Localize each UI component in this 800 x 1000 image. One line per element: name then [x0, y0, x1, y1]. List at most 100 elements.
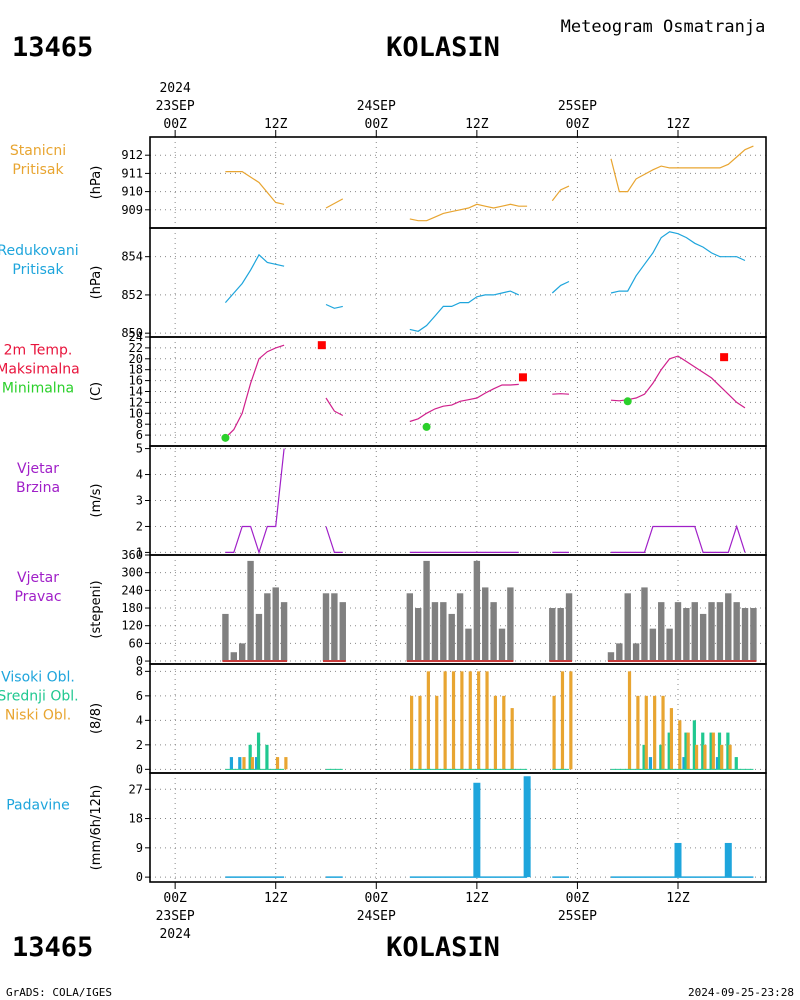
y-tick-label: 8 — [136, 417, 143, 431]
y-tick-label: 18 — [129, 363, 143, 377]
cloud-bar — [720, 744, 724, 770]
y-tick-label: 2 — [136, 738, 143, 752]
panel-label-line: Vjetar — [17, 461, 59, 477]
time-label-bottom: 00Z — [365, 891, 389, 906]
cloud-bar — [477, 671, 481, 770]
y-tick-label: 4 — [136, 713, 143, 727]
series-line — [325, 198, 344, 209]
panel-label-line: Srednji Obl. — [0, 689, 79, 705]
cloud-bar — [451, 671, 456, 770]
time-label-top: 00Z — [566, 117, 590, 132]
series-line — [551, 185, 570, 202]
wind-direction-bar — [272, 587, 279, 662]
wind-direction-bar — [423, 560, 430, 662]
time-label-top: 12Z — [264, 117, 288, 132]
wind-direction-bar — [222, 613, 229, 662]
y-tick-label: 5 — [136, 442, 143, 456]
date-label-bottom: 24SEP — [357, 909, 396, 924]
y-tick-label: 120 — [121, 619, 143, 633]
cloud-bar — [648, 757, 653, 770]
series-line — [610, 231, 746, 294]
panel-label-line: 2m Temp. — [4, 343, 73, 359]
y-axis-unit: (8/8) — [89, 703, 104, 734]
wind-direction-bar — [683, 608, 690, 662]
cloud-bar — [485, 671, 489, 770]
y-tick-label: 60 — [129, 636, 143, 650]
year-label-bottom: 2024 — [159, 927, 190, 942]
wind-direction-bar — [280, 602, 288, 662]
wind-direction-bar — [699, 613, 707, 662]
wind-direction-bar — [549, 608, 556, 662]
time-label-bottom: 00Z — [163, 891, 187, 906]
cloud-bar — [711, 732, 715, 770]
y-tick-label: 2 — [136, 519, 143, 533]
time-label-bottom: 12Z — [666, 891, 690, 906]
cloud-bar — [703, 744, 707, 770]
wind-direction-bar — [490, 602, 497, 662]
wind-direction-bar — [607, 652, 615, 662]
panel-precipitation: 0 9 18 27 Padavine (mm/6h/12h) — [6, 772, 767, 884]
cloud-bar — [493, 695, 498, 770]
y-axis-unit: (hPa) — [89, 266, 104, 300]
date-label-bottom: 23SEP — [156, 909, 195, 924]
series-line — [225, 171, 285, 205]
time-label-top: 00Z — [365, 117, 389, 132]
y-tick-label: 22 — [129, 341, 143, 355]
y-tick-label: 9 — [136, 841, 143, 855]
wind-direction-bar — [616, 643, 623, 662]
wind-direction-bar — [716, 602, 724, 662]
y-tick-label: 1 — [136, 545, 143, 559]
cloud-bar — [560, 671, 565, 770]
series-line — [551, 280, 570, 294]
cloud-bar — [569, 671, 573, 770]
series-line — [610, 355, 746, 409]
y-axis-unit: (C) — [89, 382, 104, 401]
cloud-bar — [692, 720, 696, 770]
cloud-bar — [435, 695, 439, 770]
series-line — [325, 303, 343, 309]
wind-direction-bar — [666, 628, 673, 662]
y-tick-label: 16 — [129, 374, 143, 388]
y-axis-unit: (m/s) — [89, 484, 104, 518]
cloud-bar — [644, 695, 648, 770]
y-tick-label: 240 — [121, 583, 143, 597]
cloud-bar — [248, 744, 252, 770]
y-tick-label: 14 — [129, 385, 143, 399]
wind-direction-bar — [691, 602, 698, 662]
cloud-bar — [701, 732, 705, 770]
y-tick-label: 180 — [121, 601, 143, 615]
wind-direction-bar — [725, 593, 732, 662]
cloud-bar — [265, 744, 269, 770]
precip-bar — [523, 776, 531, 878]
station-name: KOLASIN — [386, 32, 500, 63]
wind-direction-bar — [658, 602, 665, 662]
cloud-bar — [256, 732, 261, 770]
cloud-bar — [510, 708, 514, 770]
y-tick-label: 850 — [121, 326, 143, 340]
y-tick-label: 6 — [136, 689, 143, 703]
series-line — [325, 397, 344, 417]
y-tick-label: 300 — [121, 566, 143, 580]
wind-direction-bar — [406, 593, 414, 662]
cloud-bar — [717, 732, 722, 770]
wind-direction-bar — [565, 593, 573, 662]
y-tick-label: 27 — [129, 782, 143, 796]
panel-clouds: 0 2 4 6 8 Visoki Obl. Srednji Obl. Niski Obl. (8… — [0, 663, 767, 776]
panel-frame — [149, 445, 767, 556]
wind-direction-bar — [750, 608, 757, 662]
tmax-marker — [518, 373, 527, 382]
panel-label-line: Pravac — [14, 589, 61, 605]
date-label-top: 25SEP — [558, 99, 597, 114]
time-label-bottom: 00Z — [566, 891, 590, 906]
panel-label-line: Minimalna — [2, 381, 74, 397]
wind-direction-bar — [322, 593, 330, 662]
time-label-bottom: 12Z — [264, 891, 288, 906]
panel-label-line: Visoki Obl. — [1, 670, 75, 686]
y-tick-label: 8 — [136, 664, 143, 678]
cloud-bar — [410, 695, 414, 770]
panel-wind_direction: 0 60 120 180 240 300 360 Vjetar Pravac (stepeni) — [14, 548, 767, 668]
wind-direction-bar — [448, 613, 455, 662]
time-label-bottom: 12Z — [465, 891, 489, 906]
panel-label-line: Brzina — [16, 480, 60, 496]
tmax-marker — [720, 353, 729, 362]
